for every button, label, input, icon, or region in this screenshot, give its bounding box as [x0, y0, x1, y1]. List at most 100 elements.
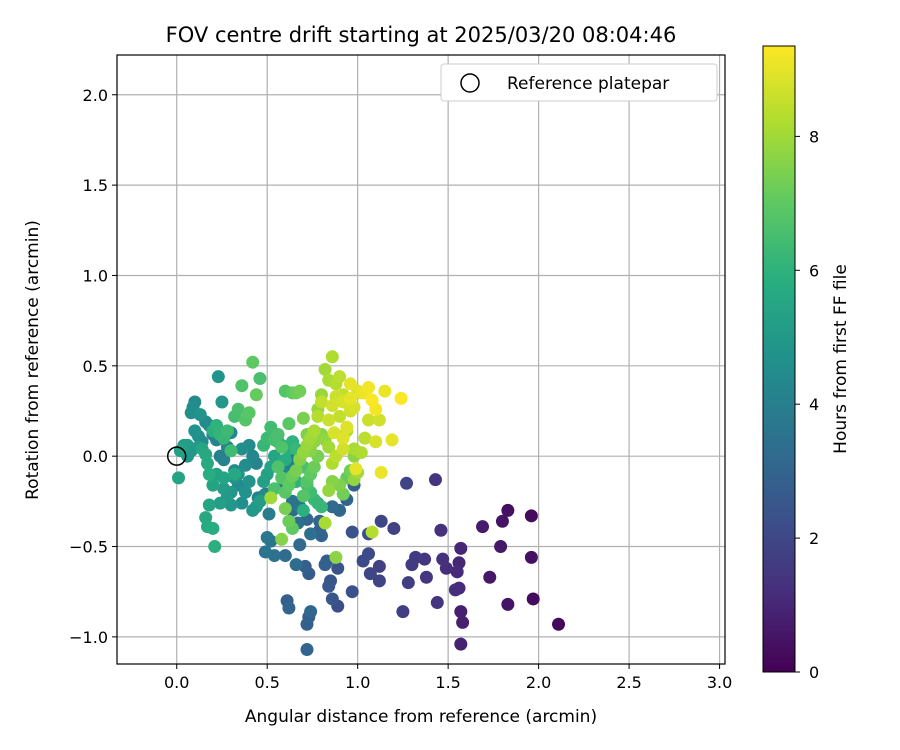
scatter-point — [275, 532, 289, 546]
colorbar-label: Hours from first FF file — [831, 264, 851, 454]
scatter-point — [307, 460, 321, 474]
colorbar-tick-label: 8 — [809, 127, 819, 146]
scatter-point — [311, 409, 325, 423]
scatter-point — [322, 413, 336, 427]
scatter-point — [405, 558, 419, 572]
grid-lines — [117, 55, 725, 664]
scatter-point — [343, 391, 357, 405]
scatter-point — [249, 388, 263, 402]
y-tick-label: 2.0 — [83, 86, 108, 105]
scatter-point — [300, 617, 314, 631]
scatter-point — [325, 350, 339, 364]
scatter-point — [293, 384, 307, 398]
scatter-point — [202, 498, 216, 512]
scatter-point — [552, 617, 566, 631]
scatter-point — [173, 444, 187, 458]
scatter-point — [362, 413, 376, 427]
scatter-point — [345, 585, 359, 599]
scatter-point — [200, 456, 214, 470]
legend: Reference platepar — [440, 63, 718, 102]
scatter-point — [363, 567, 377, 581]
scatter-point — [213, 496, 227, 510]
y-axis-ticks: −1.0 −0.5 0.0 0.5 1.0 1.5 2.0 — [69, 86, 117, 647]
scatter-point — [336, 431, 350, 445]
scatter-point — [365, 525, 379, 539]
scatter-point — [434, 523, 448, 537]
y-tick-label: 0.5 — [83, 357, 108, 376]
colorbar-tick-label: 4 — [809, 395, 819, 414]
scatter-point — [331, 561, 345, 575]
scatter-point — [289, 558, 303, 572]
scatter-point — [325, 500, 339, 514]
y-tick-label: −1.0 — [69, 628, 108, 647]
y-tick-label: −0.5 — [69, 538, 108, 557]
colorbar: 0 2 4 6 8 Hours from first FF file — [762, 45, 851, 682]
legend-box — [440, 63, 718, 102]
scatter-point — [314, 529, 328, 543]
scatter-point — [456, 615, 470, 629]
scatter-point — [476, 520, 490, 534]
scatter-point — [208, 540, 222, 554]
scatter-point — [202, 467, 216, 481]
scatter-point — [264, 491, 278, 505]
scatter-point — [253, 494, 267, 508]
scatter-point — [450, 565, 464, 579]
scatter-point — [318, 516, 332, 530]
scatter-point — [193, 408, 207, 422]
scatter-point — [501, 597, 515, 611]
chart-title: FOV centre drift starting at 2025/03/20 … — [166, 23, 677, 47]
scatter-point — [296, 411, 310, 425]
scatter-point — [258, 545, 272, 559]
colorbar-ticks: 0 2 4 6 8 — [795, 127, 819, 682]
scatter-point — [358, 431, 372, 445]
scatter-point — [372, 559, 386, 573]
scatter-point — [372, 574, 386, 588]
scatter-point — [333, 370, 347, 384]
scatter-point — [494, 540, 508, 554]
x-tick-label: 0.0 — [164, 673, 189, 692]
scatter-point — [282, 514, 296, 528]
x-axis-ticks: 0.0 0.5 1.0 1.5 2.0 2.5 3.0 — [164, 664, 732, 692]
scatter-point — [322, 579, 336, 593]
scatter-point — [401, 576, 415, 590]
scatter-point — [526, 592, 540, 606]
colorbar-tick-label: 2 — [809, 529, 819, 548]
scatter-point — [242, 406, 256, 420]
y-tick-label: 0.0 — [83, 447, 108, 466]
x-tick-label: 1.0 — [345, 673, 370, 692]
scatter-point — [483, 570, 497, 584]
scatter-point — [235, 496, 249, 510]
scatter-point — [289, 464, 303, 478]
scatter-point — [333, 409, 347, 423]
scatter-point — [282, 417, 296, 431]
scatter-point — [215, 395, 229, 409]
scatter-point — [220, 424, 234, 438]
scatter-point — [343, 377, 357, 391]
scatter-point — [271, 427, 285, 441]
scatter-point — [235, 379, 249, 393]
scatter-point — [246, 449, 260, 463]
scatter-point — [362, 381, 376, 395]
scatter-point — [224, 444, 238, 458]
scatter-point — [336, 442, 350, 456]
scatter-point — [217, 471, 231, 485]
scatter-point — [501, 503, 515, 517]
scatter-point — [293, 538, 307, 552]
scatter-point — [394, 391, 408, 405]
scatter-point — [206, 521, 220, 535]
scatter-point — [300, 643, 314, 657]
scatter-point — [374, 514, 388, 528]
scatter-point — [271, 460, 285, 474]
scatter-point — [318, 362, 332, 376]
scatter-point — [448, 583, 462, 597]
x-tick-label: 2.5 — [616, 673, 641, 692]
colorbar-tick-label: 6 — [809, 261, 819, 280]
scatter-point — [246, 355, 260, 369]
scatter-point — [345, 525, 359, 539]
scatter-point — [325, 399, 339, 413]
x-axis-label: Angular distance from reference (arcmin) — [245, 707, 597, 727]
scatter-point — [188, 424, 202, 438]
scatter-point — [217, 453, 231, 467]
scatter-point — [278, 549, 292, 563]
